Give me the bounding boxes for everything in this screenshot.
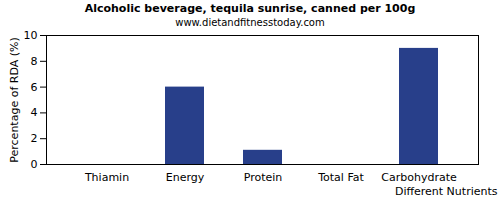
svg-text:Thiamin: Thiamin <box>84 171 129 184</box>
svg-text:Energy: Energy <box>166 171 205 184</box>
svg-text:2: 2 <box>31 132 38 145</box>
svg-text:6: 6 <box>31 81 38 94</box>
svg-text:8: 8 <box>31 55 38 68</box>
svg-text:Percentage of RDA (%): Percentage of RDA (%) <box>8 37 21 162</box>
svg-text:Carbohydrate: Carbohydrate <box>381 171 457 184</box>
svg-text:Total Fat: Total Fat <box>317 171 364 184</box>
html-text:www.dietandfitnesstoday.com: www.dietandfitnesstoday.com <box>175 17 325 28</box>
html-text:Alcoholic beverage, tequila su: Alcoholic beverage, tequila sunrise, can… <box>84 2 416 15</box>
svg-text:4: 4 <box>31 106 38 119</box>
svg-text:10: 10 <box>24 29 38 42</box>
svg-text:Different Nutrients: Different Nutrients <box>395 185 498 198</box>
svg-text:0: 0 <box>31 158 38 171</box>
svg-text:Protein: Protein <box>244 171 283 184</box>
